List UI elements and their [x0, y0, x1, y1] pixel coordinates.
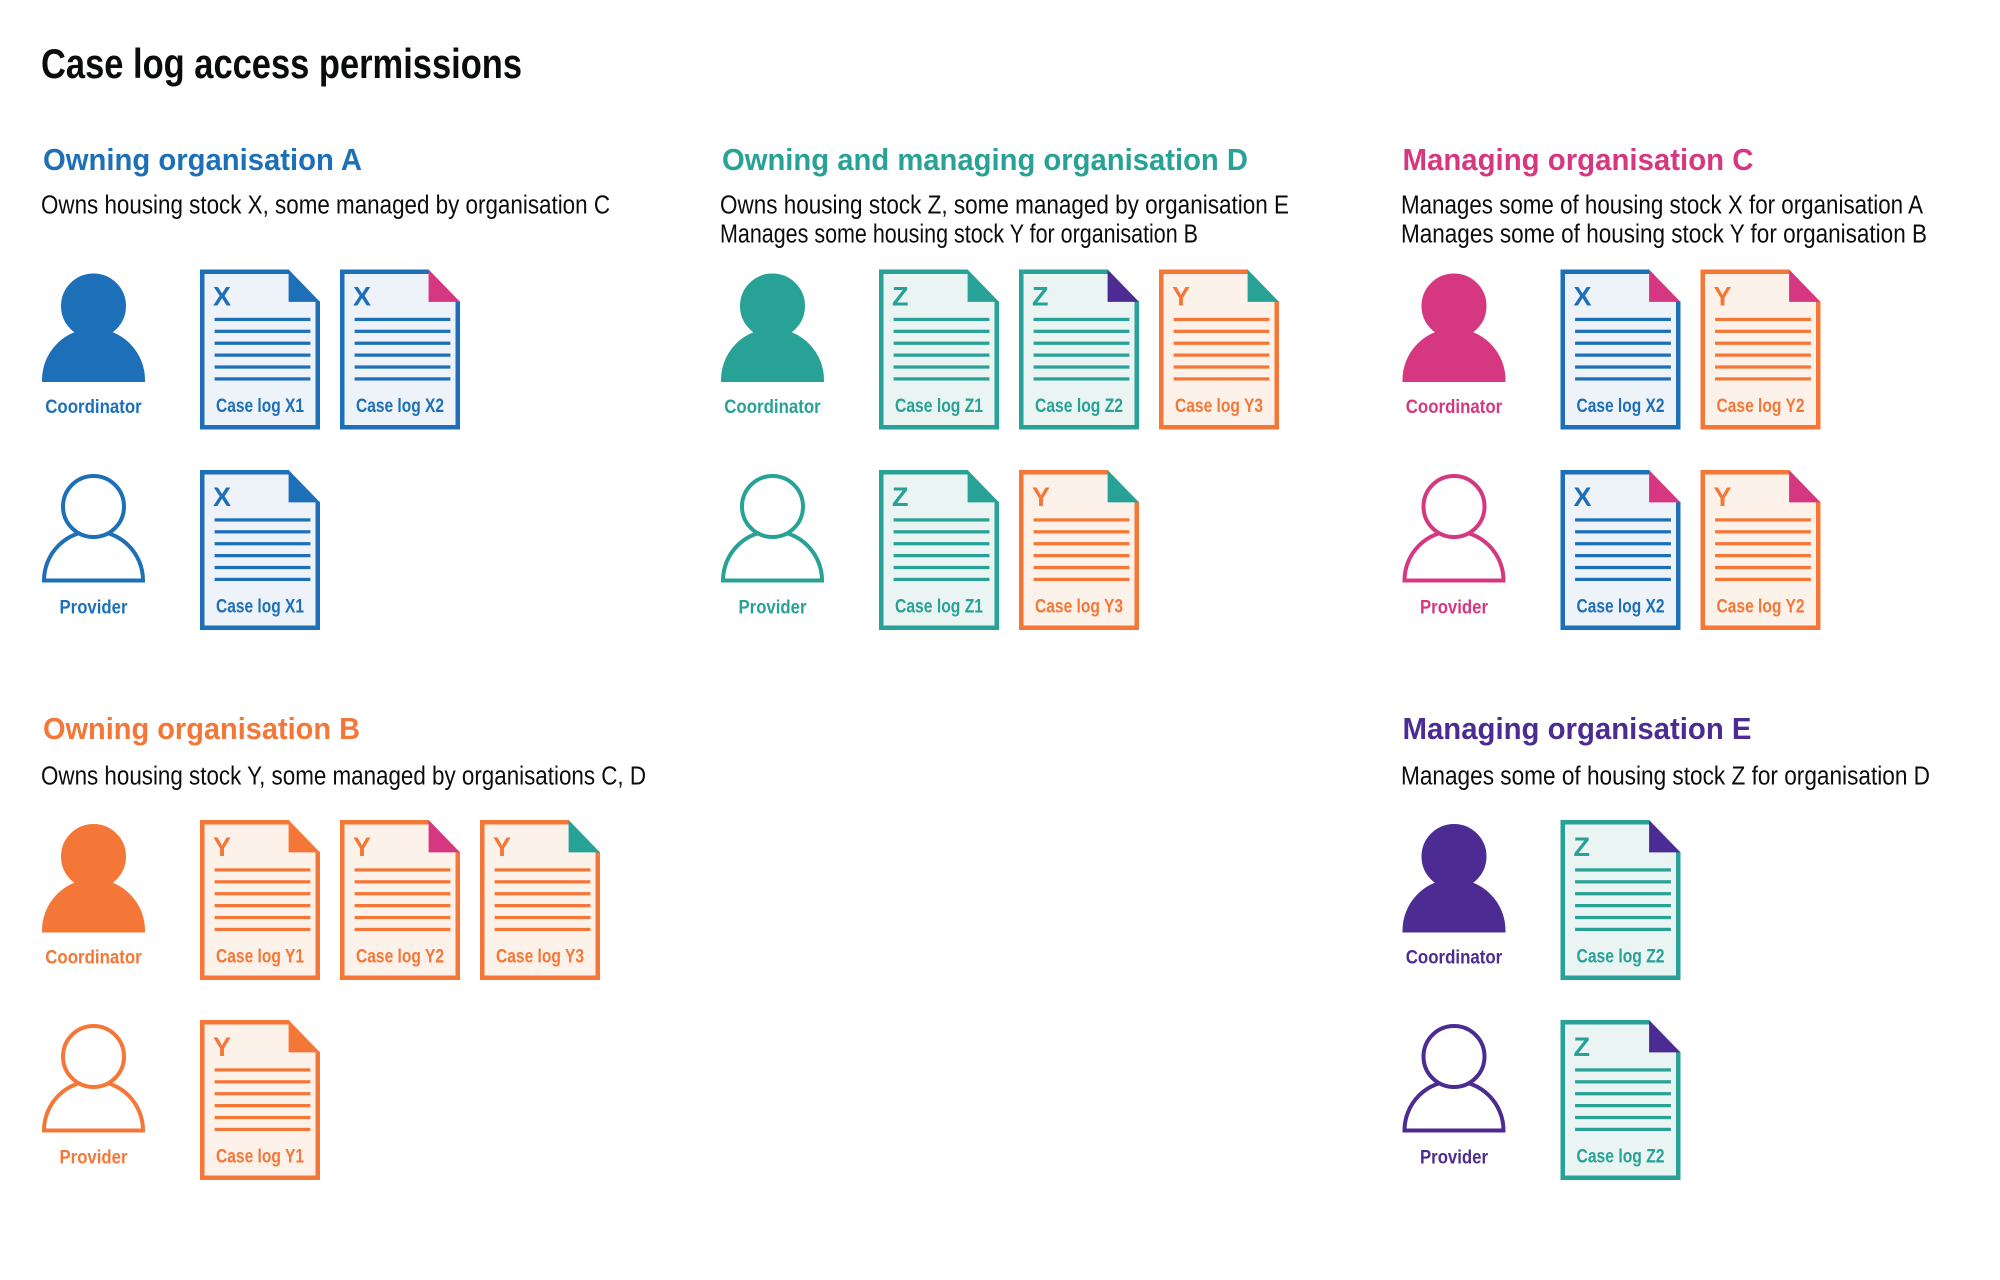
svg-text:Case log Z2: Case log Z2 [1577, 946, 1665, 967]
svg-text:Y: Y [1714, 482, 1732, 512]
svg-text:Y: Y [1172, 282, 1190, 312]
svg-text:Coordinator: Coordinator [1406, 948, 1503, 969]
svg-text:Case log X1: Case log X1 [216, 596, 304, 617]
svg-text:Case log X2: Case log X2 [1577, 596, 1665, 617]
svg-text:Manages some housing stock Y f: Manages some housing stock Y for organis… [720, 219, 1198, 249]
svg-text:Owns housing stock X, some man: Owns housing stock X, some managed by or… [41, 190, 610, 220]
svg-text:Owns housing stock Z, some man: Owns housing stock Z, some managed by or… [720, 190, 1289, 220]
svg-text:Case log Y3: Case log Y3 [1175, 396, 1263, 417]
svg-text:Coordinator: Coordinator [724, 397, 821, 418]
svg-text:Y: Y [1714, 282, 1732, 312]
svg-text:Case log X2: Case log X2 [1577, 396, 1665, 417]
svg-text:Case log X2: Case log X2 [356, 396, 444, 417]
svg-text:Case log Z1: Case log Z1 [895, 596, 983, 617]
svg-text:X: X [213, 482, 231, 512]
svg-text:Case log Y1: Case log Y1 [216, 1146, 304, 1167]
svg-text:Case log Y2: Case log Y2 [356, 946, 444, 967]
svg-text:Case log Y2: Case log Y2 [1717, 596, 1805, 617]
svg-text:Owns housing stock Y, some man: Owns housing stock Y, some managed by or… [41, 761, 646, 791]
svg-text:Owning organisation B: Owning organisation B [43, 711, 360, 746]
svg-text:Provider: Provider [60, 598, 129, 619]
svg-text:Z: Z [892, 282, 909, 312]
svg-text:Case log Z2: Case log Z2 [1577, 1146, 1665, 1167]
svg-text:X: X [1574, 482, 1592, 512]
svg-text:Manages some of housing stock: Manages some of housing stock Z for orga… [1401, 761, 1930, 791]
svg-text:Managing organisation E: Managing organisation E [1403, 711, 1752, 746]
svg-text:Provider: Provider [60, 1148, 129, 1169]
svg-text:Z: Z [1574, 832, 1591, 862]
svg-text:Manages some of housing stock: Manages some of housing stock Y for orga… [1401, 219, 1927, 249]
svg-text:Z: Z [1574, 1032, 1591, 1062]
svg-text:Y: Y [493, 832, 511, 862]
svg-text:Managing organisation C: Managing organisation C [1403, 142, 1754, 177]
svg-text:X: X [353, 282, 371, 312]
svg-text:Provider: Provider [1420, 1148, 1489, 1169]
svg-text:Y: Y [353, 832, 371, 862]
svg-text:Manages some of housing stock: Manages some of housing stock X for orga… [1401, 190, 1923, 220]
svg-text:Y: Y [1032, 482, 1050, 512]
svg-text:X: X [213, 282, 231, 312]
svg-text:Owning and managing organisati: Owning and managing organisation D [722, 142, 1248, 177]
svg-text:Case log access permissions: Case log access permissions [41, 40, 522, 87]
svg-text:Coordinator: Coordinator [1406, 397, 1503, 418]
svg-text:Case log Y2: Case log Y2 [1717, 396, 1805, 417]
svg-text:Provider: Provider [1420, 598, 1489, 619]
svg-text:Y: Y [213, 832, 231, 862]
svg-text:Case log Y1: Case log Y1 [216, 946, 304, 967]
svg-text:Case log X1: Case log X1 [216, 396, 304, 417]
svg-text:Y: Y [213, 1032, 231, 1062]
svg-text:Coordinator: Coordinator [45, 948, 142, 969]
svg-text:Case log Z2: Case log Z2 [1035, 396, 1123, 417]
svg-text:Case log Z1: Case log Z1 [895, 396, 983, 417]
svg-text:Coordinator: Coordinator [45, 397, 142, 418]
svg-text:X: X [1574, 282, 1592, 312]
svg-text:Z: Z [892, 482, 909, 512]
svg-text:Case log Y3: Case log Y3 [496, 946, 584, 967]
svg-text:Case log Y3: Case log Y3 [1035, 596, 1123, 617]
svg-text:Z: Z [1032, 282, 1049, 312]
svg-text:Provider: Provider [739, 598, 808, 619]
svg-text:Owning organisation A: Owning organisation A [43, 142, 362, 177]
